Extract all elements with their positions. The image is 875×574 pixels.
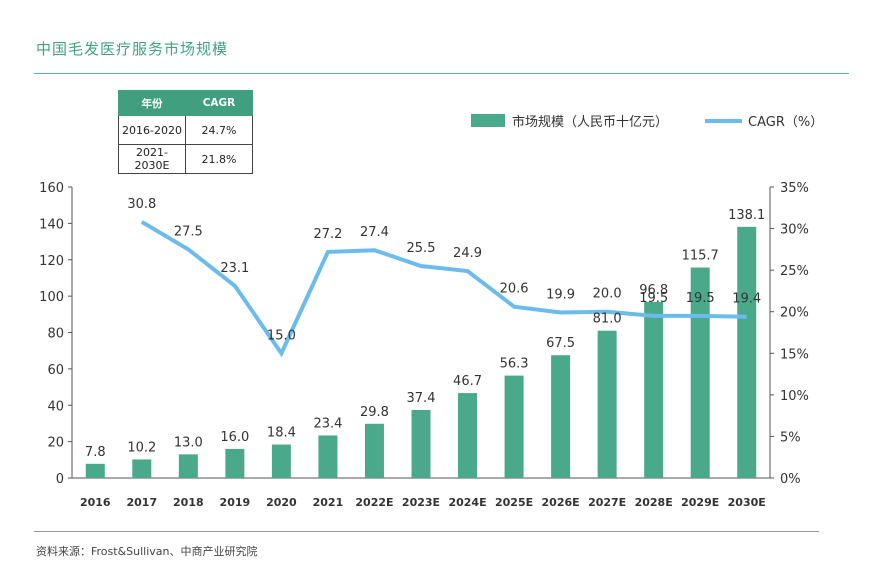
cagr-value-label: 20.6 xyxy=(500,282,529,297)
x-tick-label: 2021 xyxy=(313,496,344,509)
cagr-value-label: 20.0 xyxy=(593,287,622,302)
title-divider xyxy=(34,73,849,74)
right-tick-label: 0% xyxy=(780,472,801,487)
cagr-value-label: 23.1 xyxy=(220,261,249,276)
x-tick-label: 2019 xyxy=(220,496,251,509)
bar-value-label: 13.0 xyxy=(174,435,203,450)
cagr-header-cagr: CAGR xyxy=(185,90,253,116)
bar xyxy=(644,301,664,478)
right-tick-label: 15% xyxy=(780,347,809,362)
bar xyxy=(132,459,152,478)
cagr-line xyxy=(140,220,747,358)
bar-value-label: 56.3 xyxy=(500,357,529,372)
bar-value-label: 16.0 xyxy=(220,430,249,445)
x-tick-label: 2028E xyxy=(635,496,673,509)
table-row: 2021-2030E 21.8% xyxy=(118,144,253,174)
bar-value-label: 10.2 xyxy=(127,440,156,455)
left-tick-label: 0 xyxy=(56,472,64,487)
bar xyxy=(271,444,291,478)
legend-line-label: CAGR（%） xyxy=(748,115,823,130)
bar-value-label: 46.7 xyxy=(453,374,482,389)
left-tick-label: 20 xyxy=(47,436,64,451)
bar-value-label: 37.4 xyxy=(407,391,436,406)
cagr-header-year: 年份 xyxy=(118,90,186,116)
bar-value-label: 67.5 xyxy=(546,336,575,351)
cagr-period: 2016-2020 xyxy=(118,115,186,145)
bar xyxy=(85,463,105,478)
x-tick-label: 2018 xyxy=(173,496,204,509)
cagr-table: 年份 CAGR 2016-2020 24.7% 2021-2030E 21.8% xyxy=(118,90,253,174)
bar-value-label: 29.8 xyxy=(360,405,389,420)
cagr-value: 21.8% xyxy=(185,144,253,174)
bar xyxy=(364,423,384,478)
x-tick-label: 2017 xyxy=(126,496,157,509)
bar-value-label: 138.1 xyxy=(728,208,765,223)
left-tick-label: 100 xyxy=(39,290,64,305)
left-tick-label: 140 xyxy=(39,217,64,232)
bar xyxy=(690,267,710,478)
bar-value-label: 18.4 xyxy=(267,426,296,441)
bar-value-label: 23.4 xyxy=(313,416,342,431)
right-tick-label: 35% xyxy=(780,181,809,196)
x-tick-label: 2024E xyxy=(448,496,486,509)
right-tick-label: 10% xyxy=(780,389,809,404)
bar xyxy=(737,226,757,478)
left-tick-label: 160 xyxy=(39,181,64,196)
x-tick-label: 2020 xyxy=(266,496,297,509)
cagr-value-label: 19.5 xyxy=(639,291,668,306)
right-tick-label: 20% xyxy=(780,306,809,321)
cagr-value-label: 30.8 xyxy=(127,197,156,212)
left-tick-label: 60 xyxy=(47,363,64,378)
bar xyxy=(178,454,198,478)
page-title: 中国毛发医疗服务市场规模 xyxy=(36,40,229,58)
bar xyxy=(504,375,524,478)
bar xyxy=(318,435,338,478)
bar-value-label: 115.7 xyxy=(682,249,719,264)
right-tick-label: 30% xyxy=(780,223,809,238)
cagr-value-label: 27.4 xyxy=(360,225,389,240)
cagr-value-label: 24.9 xyxy=(453,246,482,261)
cagr-value-label: 15.0 xyxy=(267,328,296,343)
bar xyxy=(597,330,617,478)
bar-value-label: 96.8 xyxy=(639,283,668,298)
x-tick-label: 2023E xyxy=(402,496,440,509)
x-tick-label: 2016 xyxy=(80,496,111,509)
cagr-value-label: 19.4 xyxy=(732,292,761,307)
footer-divider xyxy=(34,531,819,532)
bar xyxy=(411,409,431,478)
bar-value-label: 7.8 xyxy=(85,445,106,460)
x-tick-label: 2027E xyxy=(588,496,626,509)
right-tick-label: 5% xyxy=(780,430,801,445)
source-note: 资料来源：Frost&Sullivan、中商产业研究院 xyxy=(36,545,258,558)
cagr-period: 2021-2030E xyxy=(118,144,186,174)
table-row: 2016-2020 24.7% xyxy=(118,115,253,145)
legend-bar-swatch xyxy=(471,114,505,127)
cagr-value: 24.7% xyxy=(185,115,253,145)
bar-value-label: 81.0 xyxy=(593,312,622,327)
cagr-value-label: 19.9 xyxy=(546,288,575,303)
cagr-value-label: 27.5 xyxy=(174,224,203,239)
cagr-value-label: 27.2 xyxy=(313,227,342,242)
x-tick-label: 2022E xyxy=(355,496,393,509)
x-tick-label: 2025E xyxy=(495,496,533,509)
left-tick-label: 80 xyxy=(47,327,64,342)
x-tick-label: 2029E xyxy=(681,496,719,509)
cagr-value-label: 19.5 xyxy=(686,291,715,306)
legend-bar-label: 市场规模（人民币十亿元） xyxy=(512,114,668,130)
x-tick-label: 2030E xyxy=(728,496,766,509)
cagr-value-label: 25.5 xyxy=(407,241,436,256)
bar xyxy=(458,393,478,478)
right-tick-label: 25% xyxy=(780,264,809,279)
left-tick-label: 120 xyxy=(39,254,64,269)
left-tick-label: 40 xyxy=(47,399,64,414)
x-tick-label: 2026E xyxy=(542,496,580,509)
bar xyxy=(225,448,245,478)
bar xyxy=(551,355,571,478)
